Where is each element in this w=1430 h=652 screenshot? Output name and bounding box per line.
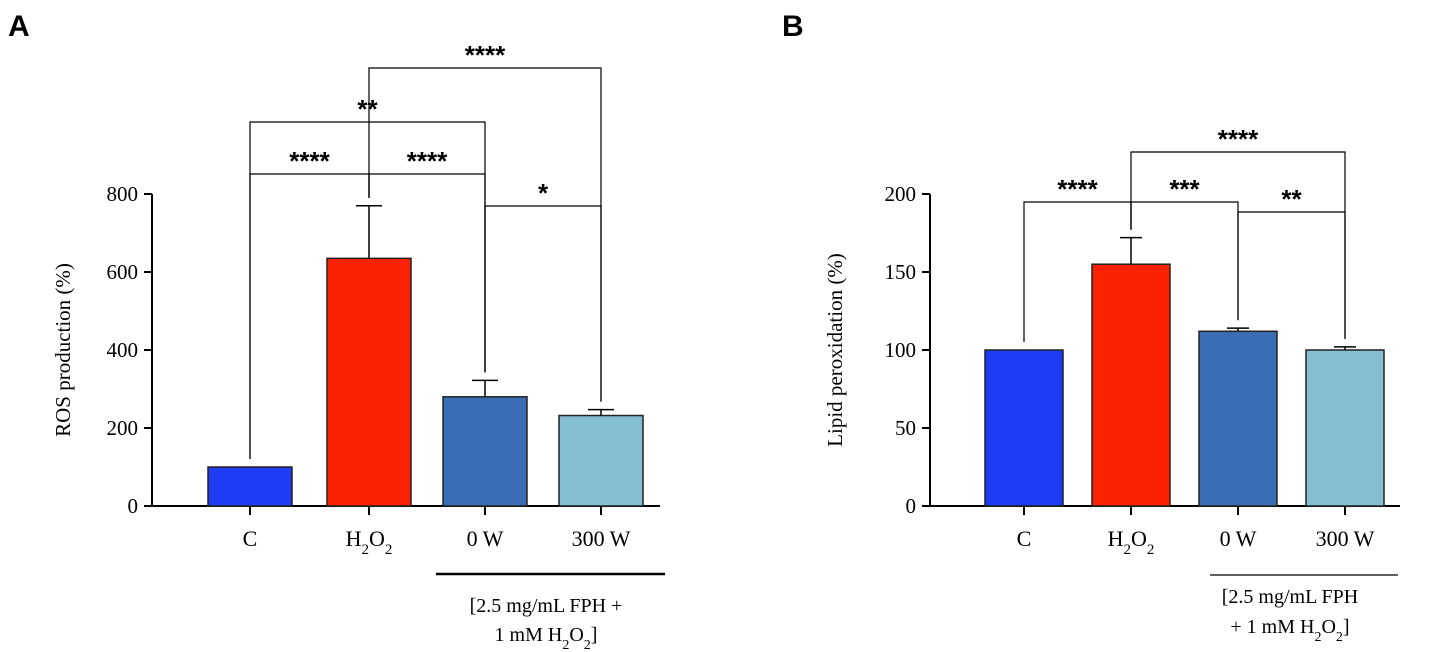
y-tick-label-b-4: 200 (885, 182, 917, 206)
y-tick-label-a-2: 400 (107, 338, 139, 362)
significance-label: *** (1169, 174, 1200, 204)
significance-bracket-b-2: ** (1237, 184, 1346, 339)
panel-b: B Lipid peroxidation (%) 0 50 100 150 200 C H2… (782, 10, 1400, 645)
bracket-line (1130, 151, 1346, 339)
bar-b-2 (1198, 330, 1278, 507)
x-tick-label-a-3: 300 W (572, 526, 631, 551)
y-axis-label-a: ROS production (%) (51, 263, 75, 437)
bracket-line (484, 205, 602, 402)
bar-a-2 (442, 396, 528, 507)
error-bar-b-3 (1334, 346, 1356, 350)
group-note-line2-b: + 1 mM H2O2] (1230, 616, 1349, 645)
significance-label: **** (1057, 174, 1098, 204)
x-tick-label-a-0: C (243, 526, 258, 551)
significance-bracket-a-3: * (484, 178, 602, 402)
significance-bracket-a-4: **** (368, 40, 602, 402)
bar-b-0 (984, 349, 1064, 507)
group-note-line1-b: [2.5 mg/mL FPH (1222, 586, 1359, 608)
error-bar-b-2 (1227, 327, 1249, 332)
y-tick-label-b-1: 50 (895, 416, 916, 440)
significance-label: **** (1218, 124, 1259, 154)
significance-label: **** (465, 40, 506, 70)
y-tick-label-a-0: 0 (128, 494, 139, 518)
error-bar-b-1 (1120, 236, 1142, 265)
panel-a: A ROS production (%) 0 200 400 600 800 C H2O2 0… (8, 10, 665, 652)
significance-bracket-b-0: **** (1023, 174, 1132, 342)
error-bar-a-2 (472, 379, 498, 397)
panel-letter-b: B (782, 10, 804, 43)
x-tick-label-b-3: 300 W (1316, 526, 1375, 551)
significance-label: **** (407, 146, 448, 176)
significance-label: ** (1281, 184, 1302, 214)
x-tick-label-a-1: H2O2 (346, 526, 393, 558)
x-tick-label-b-1: H2O2 (1108, 526, 1155, 558)
significance-label: * (538, 178, 549, 208)
x-tick-label-b-2: 0 W (1220, 526, 1257, 551)
x-tick-label-b-0: C (1017, 526, 1032, 551)
y-tick-label-b-0: 0 (906, 494, 917, 518)
group-note-line2-a: 1 mM H2O2] (495, 624, 598, 652)
bar-b-1 (1091, 263, 1171, 507)
error-bar-a-1 (356, 204, 382, 259)
bar-a-1 (326, 257, 412, 507)
bar-b-3 (1305, 349, 1385, 507)
x-tick-label-a-2: 0 W (467, 526, 504, 551)
y-tick-label-a-1: 200 (107, 416, 139, 440)
bar-a-0 (207, 466, 293, 507)
significance-label: **** (289, 146, 330, 176)
group-note-line1-a: [2.5 mg/mL FPH + (470, 595, 623, 617)
bracket-line (368, 67, 602, 402)
panel-letter-a: A (8, 10, 30, 43)
y-tick-label-b-2: 100 (885, 338, 917, 362)
error-bar-a-3 (588, 408, 614, 416)
y-tick-label-b-3: 150 (885, 260, 917, 284)
bracket-line (1237, 211, 1346, 339)
bar-a-3 (558, 414, 644, 507)
y-tick-label-a-3: 600 (107, 260, 139, 284)
y-axis-label-b: Lipid peroxidation (%) (823, 253, 847, 447)
y-tick-label-a-4: 800 (107, 182, 139, 206)
significance-label: ** (357, 94, 378, 124)
significance-bracket-b-3: **** (1130, 124, 1346, 339)
